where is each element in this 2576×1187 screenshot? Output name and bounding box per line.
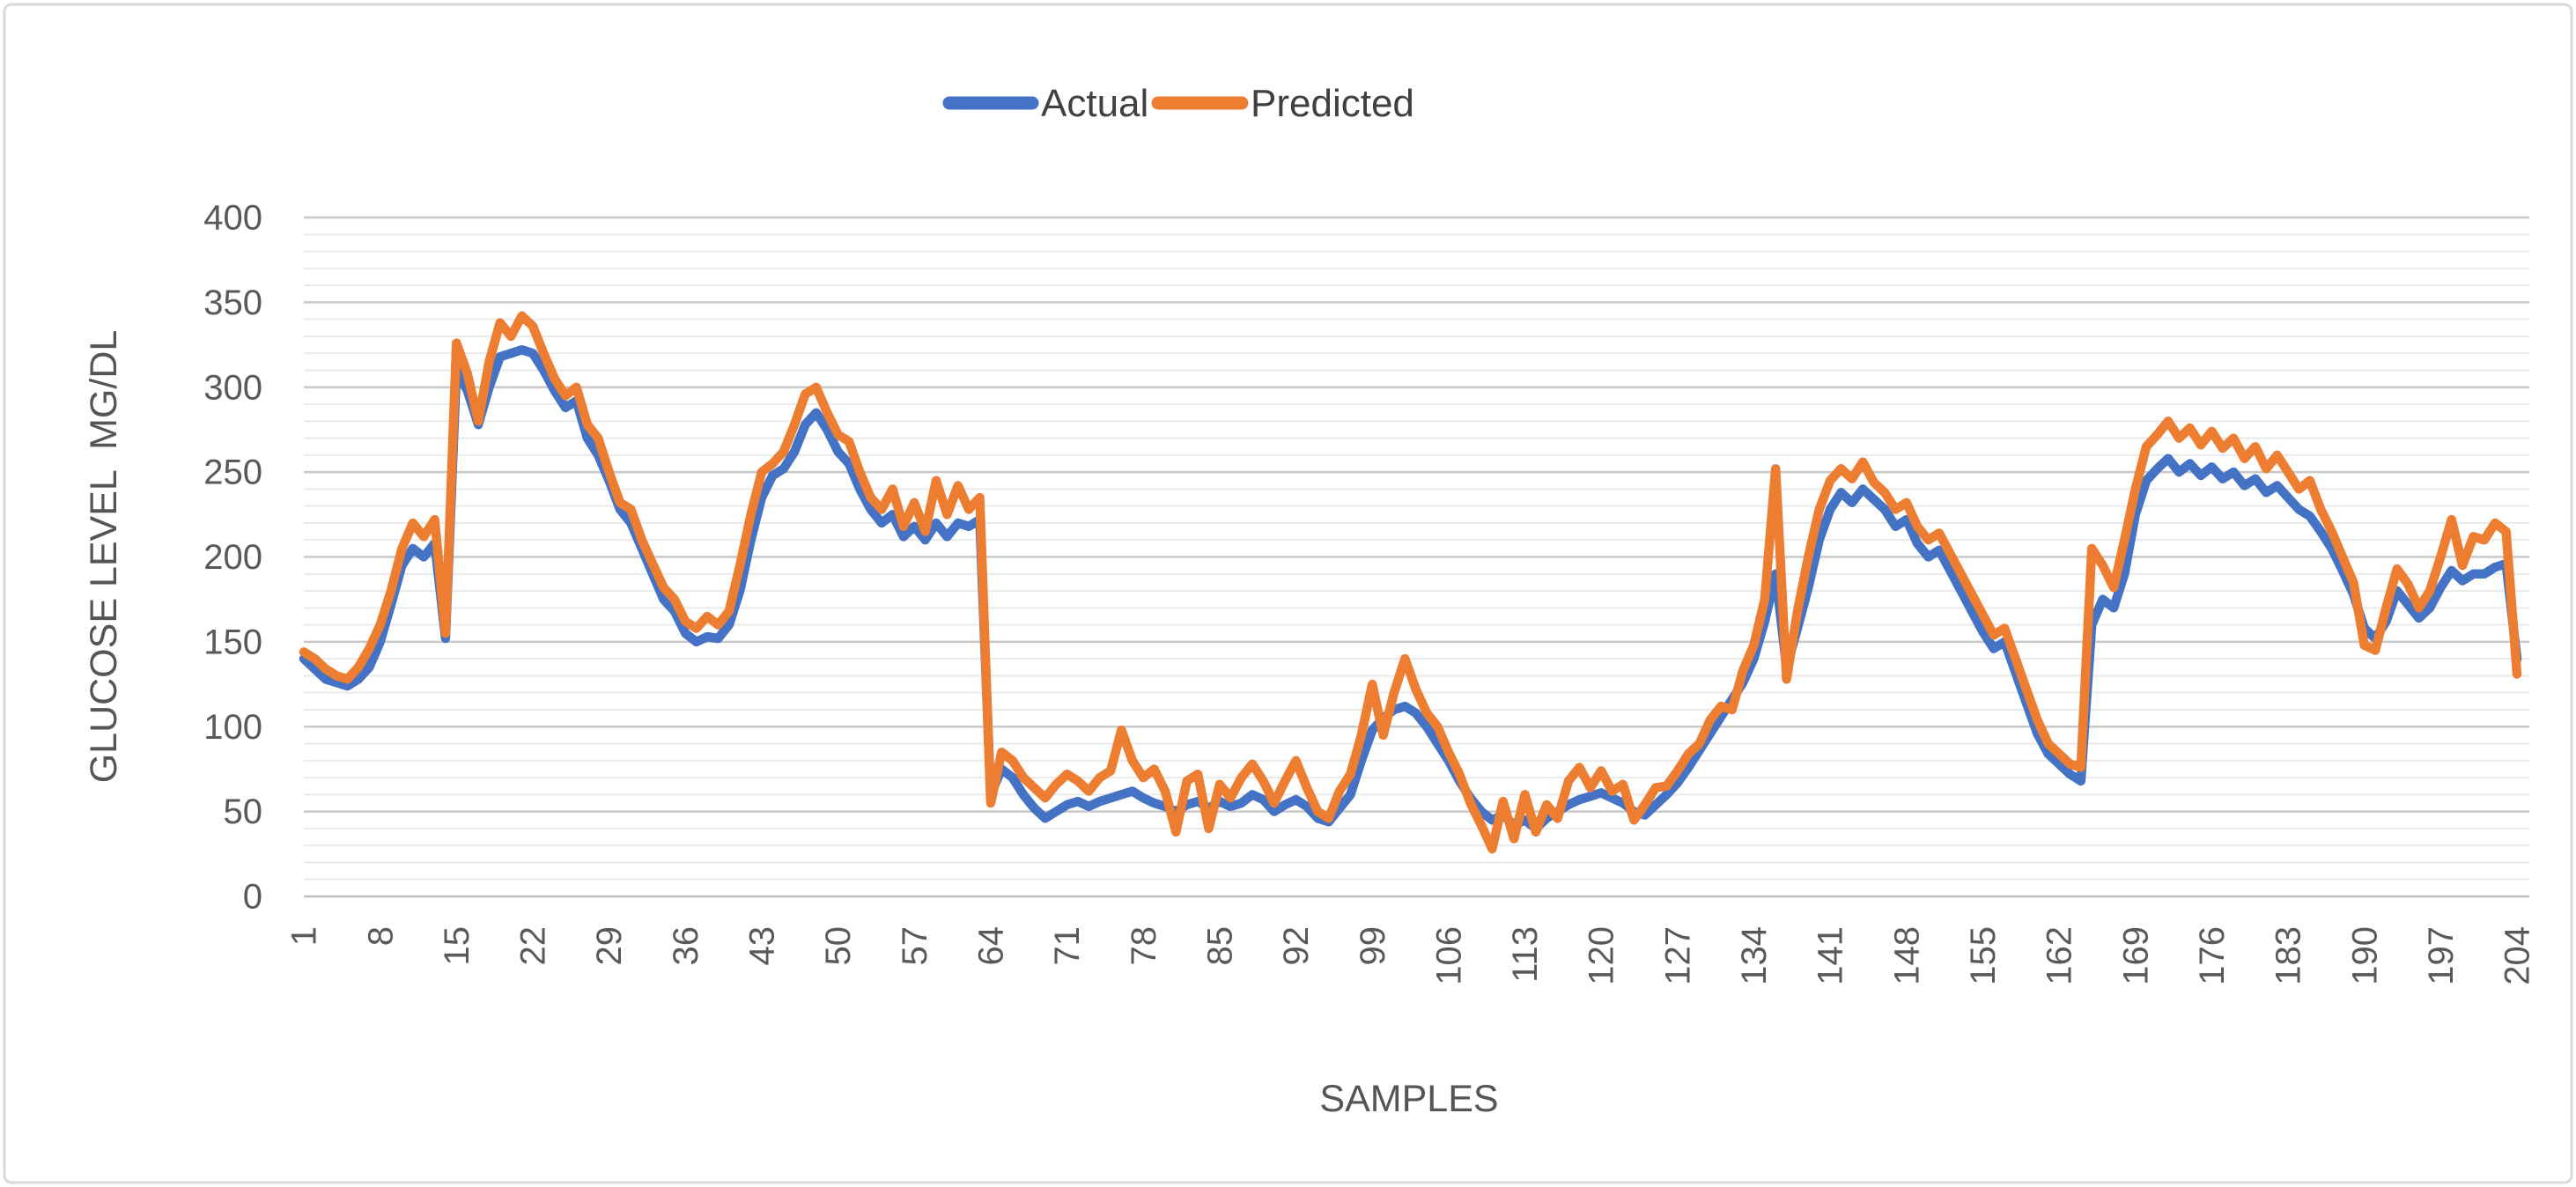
gridlines — [304, 216, 2529, 898]
page-border — [3, 3, 2573, 1184]
x-tick-label: 8 — [361, 926, 400, 946]
y-tick-label: 250 — [203, 453, 262, 492]
x-tick-label: 15 — [438, 926, 476, 966]
legend: Actual Predicted — [942, 82, 1414, 125]
x-tick-label: 50 — [819, 926, 858, 966]
y-tick-label: 100 — [203, 708, 262, 747]
y-axis-tick-labels: 0 50 100 150 200 250 300 350 400 — [203, 199, 262, 917]
y-axis-title: GLUCOSE LEVEL MG/DL — [83, 330, 125, 784]
x-axis-title: SAMPLES — [1319, 1078, 1498, 1120]
x-tick-label: 197 — [2422, 926, 2461, 985]
x-tick-label: 141 — [1812, 926, 1850, 985]
x-tick-label: 183 — [2270, 926, 2308, 985]
y-tick-label: 0 — [243, 878, 262, 917]
x-tick-label: 43 — [743, 926, 782, 966]
y-tick-label: 200 — [203, 538, 262, 577]
x-tick-label: 155 — [1964, 926, 2003, 985]
x-tick-label: 120 — [1583, 926, 1621, 985]
x-tick-label: 148 — [1887, 926, 1926, 985]
y-tick-label: 50 — [224, 793, 263, 831]
x-tick-label: 92 — [1277, 926, 1316, 966]
x-tick-label: 113 — [1506, 926, 1545, 983]
series-actual-line — [299, 345, 2522, 834]
x-tick-label: 78 — [1125, 926, 1163, 966]
x-tick-label: 190 — [2345, 926, 2384, 985]
x-tick-label: 99 — [1354, 926, 1392, 966]
legend-label-predicted[interactable]: Predicted — [1251, 82, 1414, 125]
y-tick-label: 150 — [203, 623, 262, 661]
legend-label-actual[interactable]: Actual — [1041, 82, 1148, 125]
x-tick-label: 85 — [1200, 926, 1239, 966]
x-tick-label: 1 — [285, 926, 324, 946]
x-tick-label: 64 — [971, 926, 1010, 966]
x-tick-label: 29 — [590, 926, 629, 966]
x-tick-label: 176 — [2193, 926, 2232, 985]
x-tick-label: 127 — [1658, 926, 1697, 985]
x-tick-label: 204 — [2498, 926, 2537, 985]
x-tick-label: 57 — [896, 926, 934, 966]
x-tick-label: 22 — [514, 926, 553, 966]
y-tick-label: 400 — [203, 199, 262, 238]
series-predicted-line — [299, 311, 2522, 854]
x-tick-label: 162 — [2041, 926, 2079, 985]
x-tick-label: 36 — [667, 926, 705, 966]
x-tick-label: 134 — [1735, 926, 1774, 985]
y-tick-label: 300 — [203, 368, 262, 407]
x-tick-label: 71 — [1048, 926, 1087, 966]
x-tick-label: 106 — [1429, 926, 1468, 985]
x-axis-tick-labels: 1 8 15 22 29 36 43 50 57 64 71 78 85 92 99 106 113 120 127… — [285, 926, 2537, 985]
x-tick-label: 169 — [2116, 926, 2155, 985]
y-tick-label: 350 — [203, 284, 262, 322]
